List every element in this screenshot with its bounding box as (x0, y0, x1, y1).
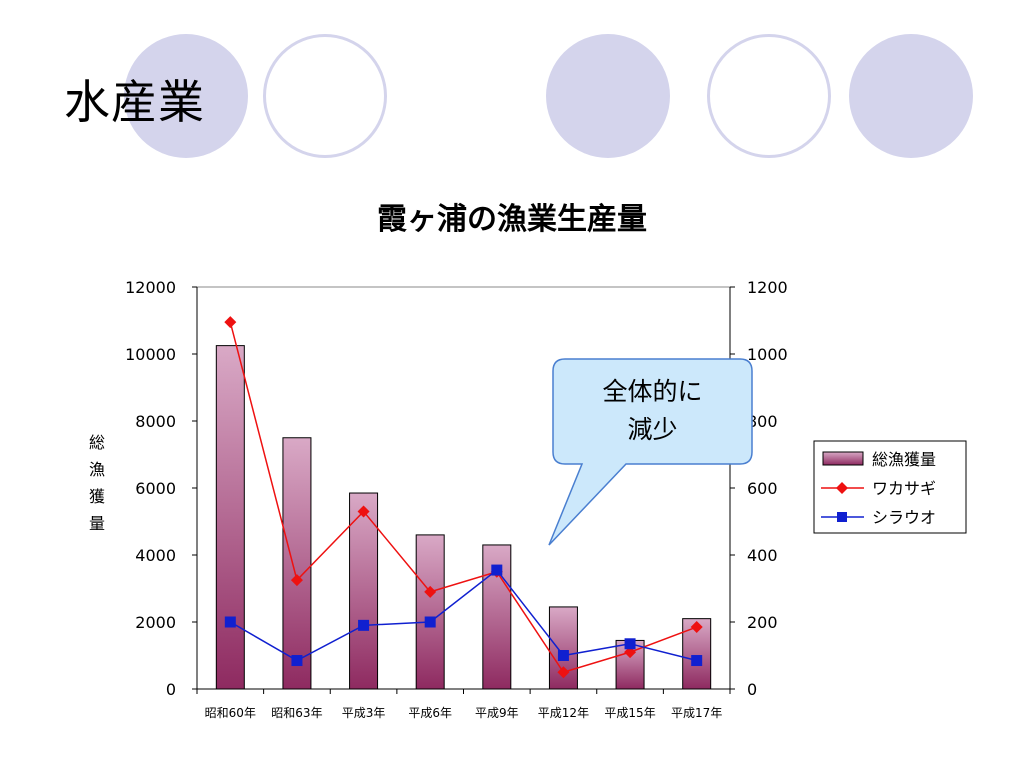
chart-title: 霞ヶ浦の漁業生産量 (377, 202, 647, 237)
y2-tick-label-3: 400 (747, 546, 778, 565)
decor-circle-ring-2 (707, 34, 831, 158)
y2-tick-label-5: 800 (747, 412, 778, 431)
legend-marker-3 (837, 512, 847, 522)
y-tick-label-2: 2000 (135, 613, 176, 632)
bar-1 (215, 345, 245, 690)
point-1-1 (224, 316, 237, 329)
y-tick-label-4: 6000 (135, 479, 176, 498)
legend-swatch-1 (822, 451, 864, 466)
point-2-1 (224, 616, 236, 628)
bar-4 (415, 534, 445, 690)
y2-tick-label-1: 0 (747, 680, 757, 699)
point-2-3 (358, 619, 370, 631)
decor-circle-filled-3 (849, 34, 973, 158)
point-1-2 (290, 574, 303, 587)
point-2-8 (691, 655, 703, 667)
decor-circle-ring-1 (263, 34, 387, 158)
x-tick-label-8: 平成17年 (671, 706, 722, 720)
point-2-5 (491, 564, 503, 576)
callout-text-line-1: 全体的に (602, 377, 702, 406)
bar-series (215, 345, 712, 690)
x-tick-label-6: 平成12年 (538, 706, 589, 720)
y2-tick-label-6: 1000 (747, 345, 788, 364)
y-axis-label-char-3: 獲 (89, 487, 105, 506)
plot-border (196, 286, 731, 690)
y2-tick-label-4: 600 (747, 479, 778, 498)
plot-area (196, 286, 731, 690)
x-tick-label-5: 平成9年 (475, 706, 519, 720)
y-tick-label-1: 0 (166, 680, 176, 699)
series-line-2 (229, 569, 697, 662)
y2-tick-label-2: 200 (747, 613, 778, 632)
bar-2 (282, 437, 312, 690)
callout-shape (548, 358, 753, 546)
legend-label-3: シラウオ (872, 508, 936, 527)
x-tick-label-2: 昭和63年 (271, 706, 322, 720)
legend-label-2: ワカサギ (872, 479, 936, 498)
y-axis-label-char-4: 量 (89, 514, 105, 533)
legend-marker-2 (836, 482, 848, 494)
x-tick-label-4: 平成6年 (408, 706, 452, 720)
y-axis-label: 総漁獲量 (89, 433, 105, 533)
y-axis-label-char-2: 漁 (89, 460, 105, 479)
point-2-2 (291, 655, 303, 667)
y-tick-label-5: 8000 (135, 412, 176, 431)
x-tick-label-7: 平成15年 (604, 706, 655, 720)
y-tick-label-3: 4000 (135, 546, 176, 565)
legend-label-1: 総漁獲量 (872, 450, 936, 469)
y-tick-label-7: 12000 (125, 278, 176, 297)
point-2-4 (424, 616, 436, 628)
point-1-3 (357, 505, 370, 518)
point-2-7 (624, 638, 636, 650)
decor-circle-filled-1 (124, 34, 248, 158)
slide-title: 水産業 (64, 75, 205, 129)
point-1-4 (424, 585, 437, 598)
series-line-1 (229, 321, 697, 674)
point-1-6 (557, 666, 570, 679)
line-series (224, 316, 703, 679)
axes: 0 2000 4000 6000 8000 10000 12000 0 200 400 600 800… (125, 278, 788, 720)
decor-circle-filled-2 (546, 34, 670, 158)
y-tick-label-6: 10000 (125, 345, 176, 364)
point-1-8 (690, 621, 703, 634)
callout-text-line-2: 減少 (627, 415, 677, 444)
x-tick-label-1: 昭和60年 (205, 706, 256, 720)
y-axis-label-char-1: 総 (89, 433, 105, 452)
point-2-6 (557, 650, 569, 661)
y2-tick-label-7: 1200 (747, 278, 788, 297)
x-tick-label-3: 平成3年 (342, 706, 386, 720)
